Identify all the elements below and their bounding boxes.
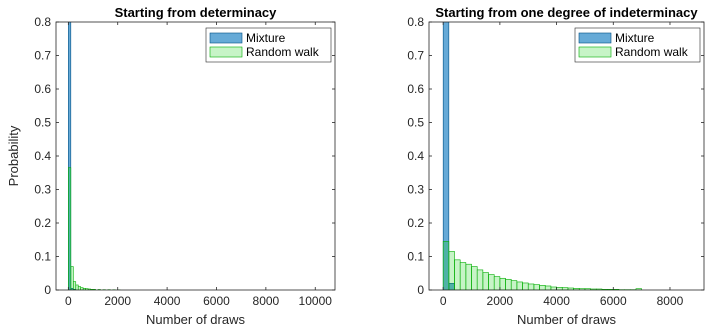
histogram-bar — [75, 284, 79, 290]
legend-label: Mixture — [246, 31, 286, 45]
plot-area — [56, 22, 335, 290]
x-tick-label: 8000 — [657, 294, 684, 308]
y-tick-label: 0 — [44, 283, 51, 297]
y-tick-label: 0.2 — [34, 216, 51, 230]
y-tick-label: 0.3 — [407, 183, 424, 197]
y-tick-label: 0.4 — [34, 149, 51, 163]
x-axis-label: Number of draws — [517, 312, 616, 327]
x-tick-label: 4000 — [154, 294, 181, 308]
legend-label: Random walk — [615, 45, 689, 59]
x-tick-label: 6000 — [203, 294, 230, 308]
histogram-bar — [482, 272, 489, 290]
y-tick-label: 0.6 — [34, 82, 51, 96]
x-tick-label: 10000 — [299, 294, 333, 308]
y-tick-label: 0.5 — [34, 116, 51, 130]
y-tick-label: 0.4 — [407, 149, 424, 163]
y-tick-label: 0.7 — [407, 49, 424, 63]
histogram-bar — [544, 285, 552, 290]
x-axis-label: Number of draws — [146, 312, 245, 327]
histogram-bar — [499, 277, 506, 290]
histogram-bar — [556, 287, 563, 290]
y-tick-label: 0.1 — [34, 250, 51, 264]
chart-2: 0 2000 4000 6000 8000 0 0.1 0.2 0.3 0.4 0.5 0.6 0.7 0… — [407, 5, 705, 327]
y-axis-label: Probability — [6, 125, 21, 186]
histogram-bar — [493, 276, 501, 290]
y-tick-label: 0.8 — [34, 15, 51, 29]
histogram-bar — [68, 22, 72, 290]
x-tick-label: 0 — [65, 294, 72, 308]
histogram-bar — [448, 251, 455, 290]
x-tick-label: 6000 — [600, 294, 627, 308]
histogram-bar — [527, 283, 535, 290]
histogram-bar — [550, 286, 557, 290]
histogram-bar — [465, 263, 472, 290]
histogram-bar — [442, 22, 450, 290]
y-tick-label: 0.1 — [407, 250, 424, 264]
chart-title: Starting from one degree of indeterminac… — [435, 5, 698, 20]
histogram-bar — [516, 281, 523, 290]
histogram-bar — [72, 281, 77, 290]
legend-swatch — [578, 32, 612, 44]
histogram-bar — [442, 241, 450, 290]
legend-label: Random walk — [246, 45, 320, 59]
plot-area — [429, 22, 704, 290]
x-tick-label: 2000 — [487, 294, 514, 308]
histogram-bar — [476, 269, 484, 290]
histogram-bar — [635, 288, 642, 290]
y-tick-label: 0.3 — [34, 183, 51, 197]
x-tick-label: 4000 — [543, 294, 570, 308]
legend-swatch — [209, 32, 243, 44]
y-tick-label: 0 — [417, 283, 424, 297]
chart-1: 0 2000 4000 6000 8000 10000 0 0.1 0.2 0.3 0.4 0.5 0.… — [6, 5, 336, 327]
y-tick-label: 0.2 — [407, 216, 424, 230]
histogram-bar — [471, 266, 478, 290]
y-tick-label: 0.6 — [407, 82, 424, 96]
x-tick-label: 2000 — [104, 294, 131, 308]
histogram-bar — [510, 280, 518, 290]
histogram-bar — [522, 282, 529, 290]
legend-box — [574, 27, 701, 63]
legend-swatch — [578, 46, 612, 58]
chart-title: Starting from determinacy — [115, 5, 278, 20]
y-tick-label: 0.8 — [407, 15, 424, 29]
histogram-bar — [70, 266, 74, 290]
histogram-bar — [77, 286, 81, 290]
y-tick-label: 0.7 — [34, 49, 51, 63]
histogram-bar — [459, 262, 467, 290]
histogram-bar — [533, 284, 540, 290]
histogram-bar — [539, 285, 546, 290]
histogram-bar — [68, 167, 72, 290]
legend-label: Mixture — [615, 31, 655, 45]
x-tick-label: 0 — [440, 294, 447, 308]
histogram-bar — [505, 278, 512, 290]
histogram-bar — [488, 274, 495, 290]
histogram-bar — [454, 259, 461, 290]
y-tick-label: 0.5 — [407, 116, 424, 130]
legend-swatch — [209, 46, 243, 58]
x-tick-label: 8000 — [253, 294, 280, 308]
